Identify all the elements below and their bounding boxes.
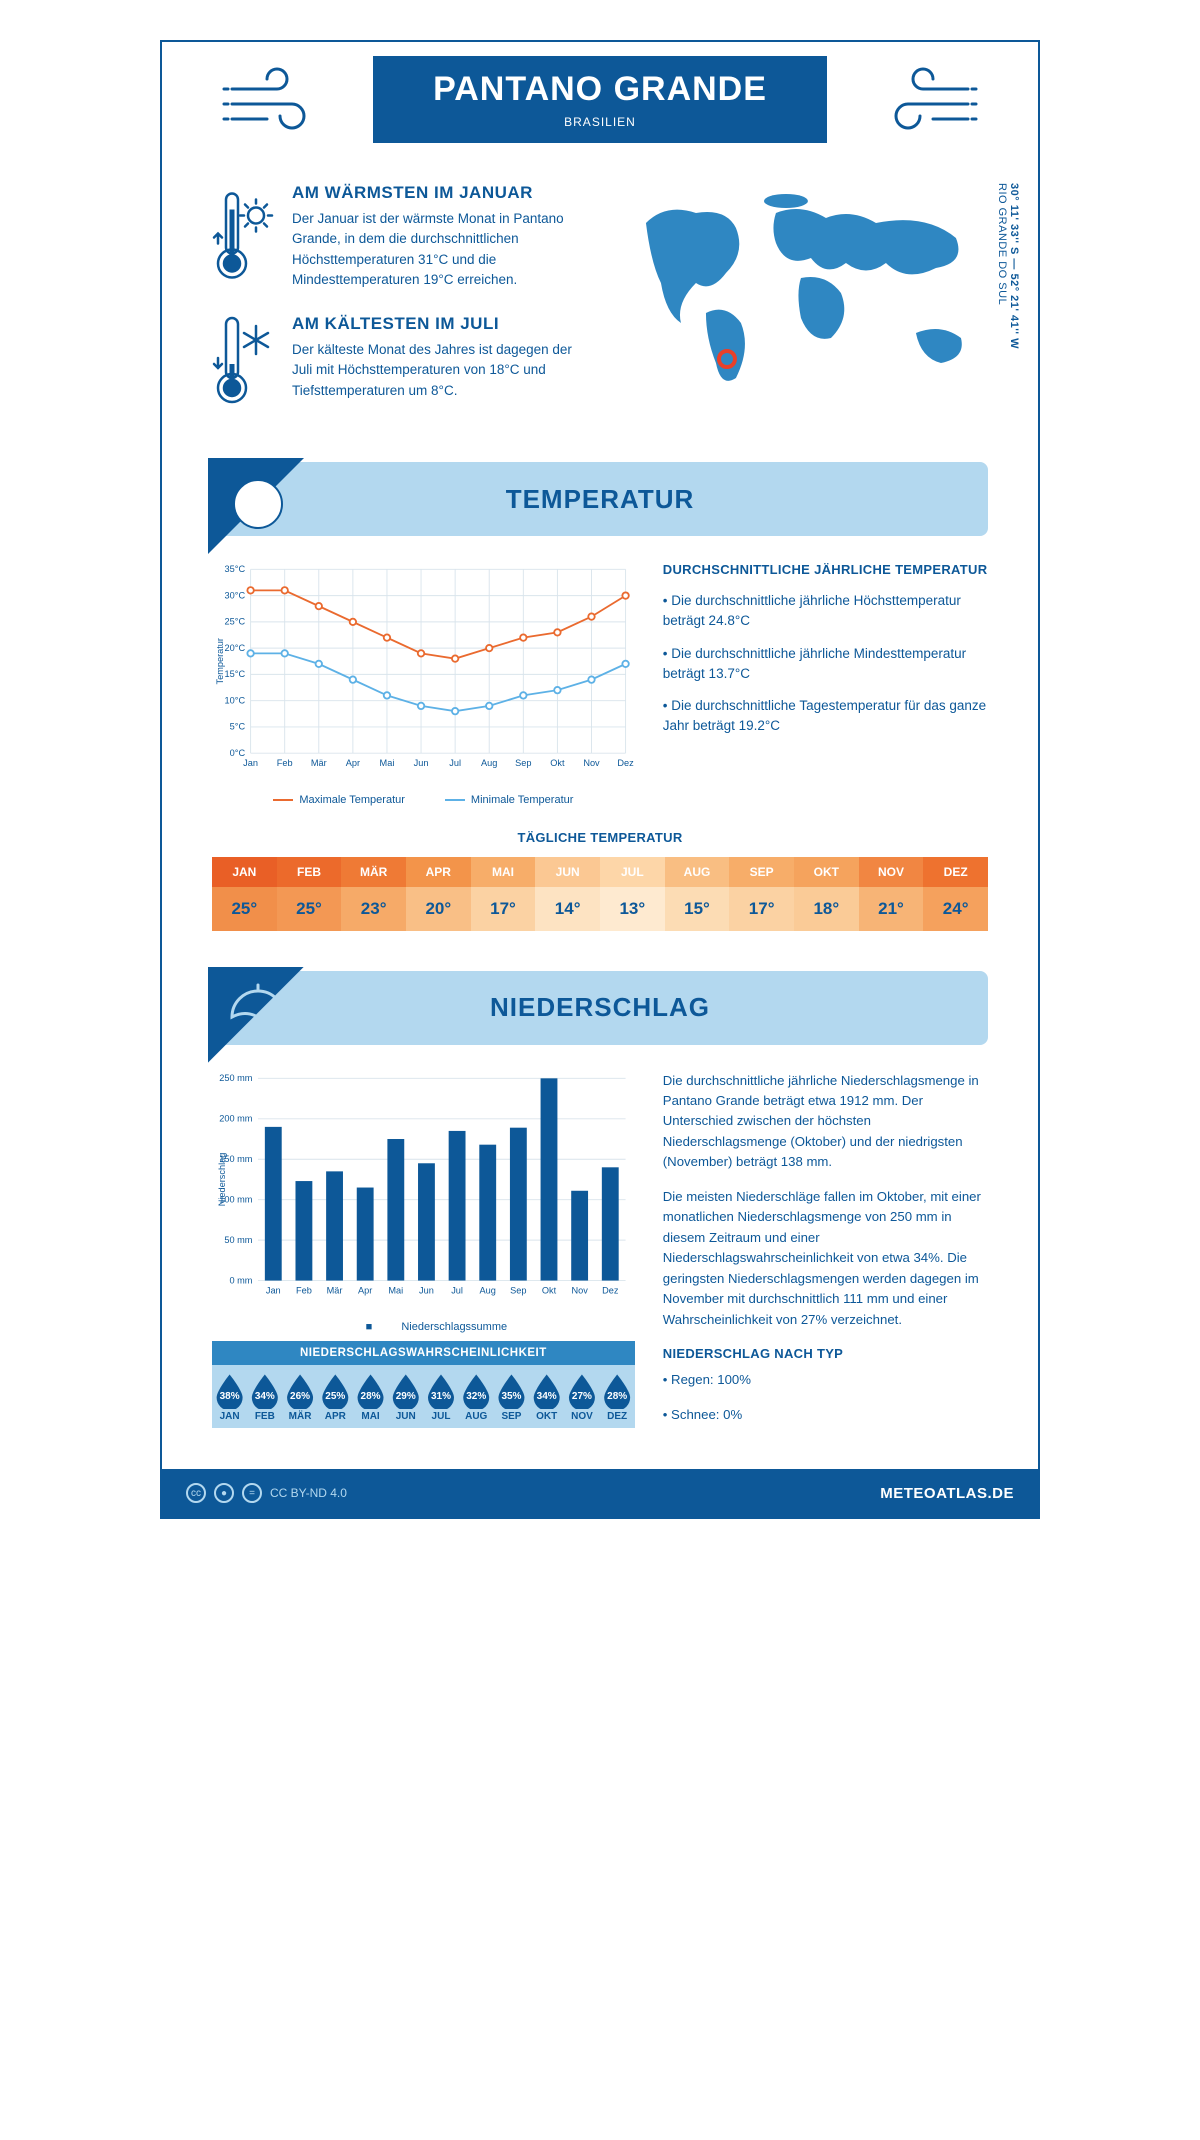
- svg-text:Temperatur: Temperatur: [215, 638, 225, 684]
- probability-title: NIEDERSCHLAGSWAHRSCHEINLICHKEIT: [212, 1341, 635, 1365]
- svg-text:5°C: 5°C: [230, 722, 246, 732]
- temp-bullet: • Die durchschnittliche Tagestemperatur …: [663, 696, 988, 737]
- svg-text:Niederschlag: Niederschlag: [217, 1152, 227, 1206]
- svg-text:Nov: Nov: [583, 758, 600, 768]
- svg-text:Apr: Apr: [346, 758, 360, 768]
- coords-label: 30° 11' 33'' S — 52° 21' 41'' WRIO GRAND…: [996, 183, 1020, 349]
- svg-text:Sep: Sep: [515, 758, 531, 768]
- svg-text:Feb: Feb: [296, 1285, 312, 1295]
- probability-table: 38%JAN34%FEB26%MÄR25%APR28%MAI29%JUN31%J…: [212, 1365, 635, 1428]
- svg-text:Okt: Okt: [542, 1285, 557, 1295]
- svg-text:Jan: Jan: [243, 758, 258, 768]
- thermometer-cold-icon: [212, 314, 276, 408]
- svg-text:Mai: Mai: [388, 1285, 403, 1295]
- svg-text:Mär: Mär: [311, 758, 327, 768]
- page-title: PANTANO GRANDE: [433, 70, 767, 109]
- svg-text:Jan: Jan: [266, 1285, 281, 1295]
- svg-text:0°C: 0°C: [230, 748, 246, 758]
- sun-icon: [222, 468, 294, 540]
- precip-type-title: NIEDERSCHLAG NACH TYP: [663, 1344, 988, 1364]
- temperature-section-header: TEMPERATUR: [212, 462, 988, 536]
- temp-summary-title: DURCHSCHNITTLICHE JÄHRLICHE TEMPERATUR: [663, 562, 988, 577]
- svg-text:20°C: 20°C: [225, 643, 246, 653]
- warmest-text: Der Januar ist der wärmste Monat in Pant…: [292, 209, 594, 290]
- warmest-title: AM WÄRMSTEN IM JANUAR: [292, 183, 594, 203]
- svg-text:30°C: 30°C: [225, 590, 246, 600]
- brand-label: METEOATLAS.DE: [880, 1485, 1014, 1502]
- svg-text:Apr: Apr: [358, 1285, 372, 1295]
- temp-bullet: • Die durchschnittliche jährliche Mindes…: [663, 644, 988, 685]
- wind-icon: [888, 64, 978, 134]
- country-label: BRASILIEN: [433, 115, 767, 129]
- svg-text:10°C: 10°C: [225, 695, 246, 705]
- svg-text:25°C: 25°C: [225, 617, 246, 627]
- wind-icon: [222, 64, 312, 134]
- svg-text:Feb: Feb: [277, 758, 293, 768]
- coldest-text: Der kälteste Monat des Jahres ist dagege…: [292, 340, 594, 401]
- svg-text:35°C: 35°C: [225, 564, 246, 574]
- svg-text:Jun: Jun: [419, 1285, 434, 1295]
- legend-min: Minimale Temperatur: [445, 794, 574, 806]
- temperature-line-chart: 0°C 5°C 10°C 15°C 20°C 25°C 30°C 35°C Jan Feb Mär A…: [212, 562, 635, 783]
- temp-bullet: • Die durchschnittliche jährliche Höchst…: [663, 591, 988, 632]
- daily-temp-table: JANFEBMÄRAPRMAIJUNJULAUGSEPOKTNOVDEZ25°2…: [212, 857, 988, 931]
- svg-text:Mär: Mär: [327, 1285, 343, 1295]
- nd-icon: =: [242, 1483, 262, 1503]
- svg-text:250 mm: 250 mm: [219, 1073, 253, 1083]
- svg-text:Nov: Nov: [571, 1285, 588, 1295]
- cc-icon: cc: [186, 1483, 206, 1503]
- svg-text:15°C: 15°C: [225, 669, 246, 679]
- thermometer-hot-icon: [212, 183, 276, 290]
- precip-para: Die meisten Niederschläge fallen im Okto…: [663, 1187, 988, 1330]
- svg-text:200 mm: 200 mm: [219, 1113, 253, 1123]
- world-map-icon: [624, 183, 988, 393]
- precip-section-header: NIEDERSCHLAG: [212, 971, 988, 1045]
- precipitation-bar-chart: 0 mm50 mm100 mm150 mm200 mm250 mmNieders…: [212, 1071, 635, 1310]
- daily-temp-title: TÄGLICHE TEMPERATUR: [212, 830, 988, 845]
- svg-text:Dez: Dez: [617, 758, 634, 768]
- precip-type-snow: • Schnee: 0%: [663, 1405, 988, 1425]
- umbrella-icon: [222, 977, 294, 1049]
- precip-para: Die durchschnittliche jährliche Niedersc…: [663, 1071, 988, 1173]
- header: PANTANO GRANDE BRASILIEN: [212, 56, 988, 143]
- svg-text:Mai: Mai: [380, 758, 395, 768]
- precip-type-rain: • Regen: 100%: [663, 1370, 988, 1390]
- svg-text:Jul: Jul: [451, 1285, 463, 1295]
- svg-text:Dez: Dez: [602, 1285, 619, 1295]
- svg-text:Jul: Jul: [449, 758, 461, 768]
- svg-text:Aug: Aug: [480, 1285, 496, 1295]
- svg-text:Sep: Sep: [510, 1285, 526, 1295]
- svg-text:0 mm: 0 mm: [229, 1275, 252, 1285]
- svg-text:Okt: Okt: [550, 758, 565, 768]
- coldest-title: AM KÄLTESTEN IM JULI: [292, 314, 594, 334]
- legend-max: Maximale Temperatur: [273, 794, 405, 806]
- svg-text:Jun: Jun: [414, 758, 429, 768]
- legend-precip: ■ Niederschlagssumme: [340, 1321, 507, 1333]
- svg-text:Aug: Aug: [481, 758, 497, 768]
- svg-text:50 mm: 50 mm: [224, 1234, 252, 1244]
- by-icon: ●: [214, 1483, 234, 1503]
- footer: cc ● = CC BY-ND 4.0 METEOATLAS.DE: [162, 1469, 1038, 1517]
- license-label: CC BY-ND 4.0: [270, 1486, 347, 1500]
